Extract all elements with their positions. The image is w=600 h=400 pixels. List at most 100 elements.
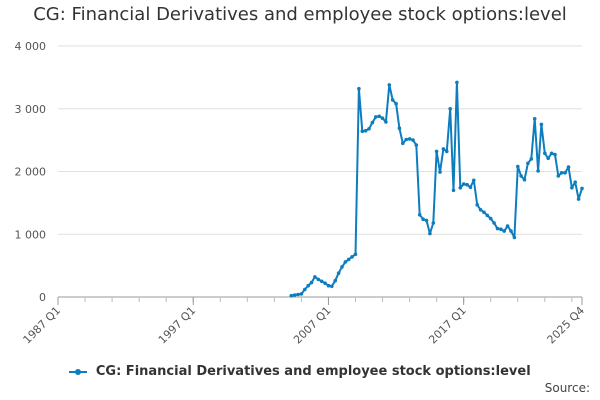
x-tick-label: 2017 Q1 bbox=[426, 304, 469, 347]
data-point[interactable] bbox=[519, 174, 523, 178]
data-point[interactable] bbox=[580, 186, 584, 191]
data-point[interactable] bbox=[336, 271, 341, 276]
data-point[interactable] bbox=[357, 86, 361, 91]
data-point[interactable] bbox=[573, 180, 577, 184]
data-point[interactable] bbox=[374, 115, 378, 119]
y-tick-label: 3 000 bbox=[15, 103, 47, 116]
data-point[interactable] bbox=[414, 143, 419, 147]
data-point[interactable] bbox=[401, 141, 405, 146]
data-point[interactable] bbox=[532, 117, 537, 121]
data-point[interactable] bbox=[346, 257, 351, 262]
data-point[interactable] bbox=[488, 216, 493, 221]
data-point[interactable] bbox=[556, 174, 561, 178]
data-point[interactable] bbox=[478, 208, 483, 212]
data-point[interactable] bbox=[546, 156, 550, 161]
data-point[interactable] bbox=[299, 292, 304, 296]
data-point[interactable] bbox=[397, 126, 402, 130]
data-point[interactable] bbox=[417, 213, 422, 217]
data-point[interactable] bbox=[468, 185, 473, 189]
data-point[interactable] bbox=[536, 169, 540, 173]
data-point[interactable] bbox=[553, 152, 557, 157]
data-point[interactable] bbox=[353, 252, 358, 257]
data-point[interactable] bbox=[390, 98, 395, 102]
data-point[interactable] bbox=[576, 197, 581, 201]
data-point[interactable] bbox=[445, 149, 449, 154]
data-point[interactable] bbox=[377, 114, 382, 119]
y-tick-label: 4 000 bbox=[15, 40, 47, 53]
data-point[interactable] bbox=[549, 151, 554, 156]
data-point[interactable] bbox=[431, 221, 436, 225]
data-point[interactable] bbox=[465, 182, 469, 187]
data-point[interactable] bbox=[505, 224, 510, 228]
data-point[interactable] bbox=[303, 287, 307, 292]
data-point[interactable] bbox=[407, 137, 412, 141]
data-point[interactable] bbox=[367, 127, 371, 131]
data-point[interactable] bbox=[370, 120, 375, 125]
data-series bbox=[289, 80, 584, 298]
data-point[interactable] bbox=[499, 227, 503, 231]
data-point[interactable] bbox=[292, 293, 297, 297]
x-tick-label: 1987 Q1 bbox=[21, 304, 64, 347]
data-point[interactable] bbox=[441, 147, 446, 151]
data-point[interactable] bbox=[512, 235, 517, 240]
data-point[interactable] bbox=[428, 231, 432, 236]
data-point[interactable] bbox=[380, 116, 385, 120]
data-point[interactable] bbox=[522, 177, 527, 182]
data-point[interactable] bbox=[333, 278, 338, 283]
data-point[interactable] bbox=[438, 170, 442, 174]
data-point[interactable] bbox=[434, 149, 439, 154]
x-tick-label: 2007 Q1 bbox=[291, 304, 334, 347]
data-point[interactable] bbox=[526, 161, 530, 166]
data-point[interactable] bbox=[316, 277, 321, 282]
data-point[interactable] bbox=[502, 229, 507, 233]
data-point[interactable] bbox=[289, 293, 294, 298]
data-point[interactable] bbox=[492, 221, 496, 225]
data-point[interactable] bbox=[350, 254, 354, 259]
data-point[interactable] bbox=[455, 80, 459, 85]
series-line bbox=[291, 81, 583, 297]
data-point[interactable] bbox=[411, 138, 415, 142]
data-point[interactable] bbox=[363, 128, 368, 133]
data-point[interactable] bbox=[451, 188, 456, 193]
data-point[interactable] bbox=[543, 151, 547, 156]
x-tick-label: 1997 Q1 bbox=[156, 304, 199, 347]
data-point[interactable] bbox=[296, 292, 300, 297]
data-point[interactable] bbox=[424, 218, 429, 223]
data-point[interactable] bbox=[529, 157, 534, 161]
data-point[interactable] bbox=[360, 129, 365, 134]
data-point[interactable] bbox=[319, 279, 324, 284]
data-point[interactable] bbox=[326, 283, 331, 288]
data-point[interactable] bbox=[472, 178, 476, 183]
data-point[interactable] bbox=[421, 217, 425, 221]
data-point[interactable] bbox=[384, 120, 388, 124]
data-point[interactable] bbox=[509, 229, 513, 233]
data-point[interactable] bbox=[461, 182, 466, 186]
chart-title: CG: Financial Derivatives and employee s… bbox=[33, 4, 567, 25]
data-point[interactable] bbox=[482, 210, 486, 215]
data-point[interactable] bbox=[485, 213, 490, 218]
x-tick-label: 2025 Q4 bbox=[545, 304, 588, 347]
data-point[interactable] bbox=[539, 122, 544, 127]
data-point[interactable] bbox=[313, 275, 317, 279]
data-point[interactable] bbox=[306, 283, 311, 288]
data-point[interactable] bbox=[563, 171, 567, 175]
gridlines bbox=[58, 45, 582, 298]
data-point[interactable] bbox=[495, 226, 500, 231]
data-point[interactable] bbox=[309, 280, 314, 285]
data-point[interactable] bbox=[387, 83, 392, 87]
legend-swatch bbox=[69, 367, 88, 377]
data-point[interactable] bbox=[559, 171, 564, 175]
legend[interactable]: CG: Financial Derivatives and employee s… bbox=[0, 364, 600, 379]
data-point[interactable] bbox=[448, 107, 453, 111]
data-point[interactable] bbox=[343, 260, 348, 264]
data-point[interactable] bbox=[404, 137, 409, 142]
data-point[interactable] bbox=[566, 165, 571, 169]
data-point[interactable] bbox=[330, 284, 334, 289]
data-point[interactable] bbox=[516, 164, 520, 169]
data-point[interactable] bbox=[570, 186, 574, 190]
data-point[interactable] bbox=[458, 186, 463, 190]
data-point[interactable] bbox=[394, 101, 398, 106]
data-point[interactable] bbox=[475, 203, 480, 207]
data-point[interactable] bbox=[340, 265, 344, 269]
data-point[interactable] bbox=[323, 281, 327, 286]
